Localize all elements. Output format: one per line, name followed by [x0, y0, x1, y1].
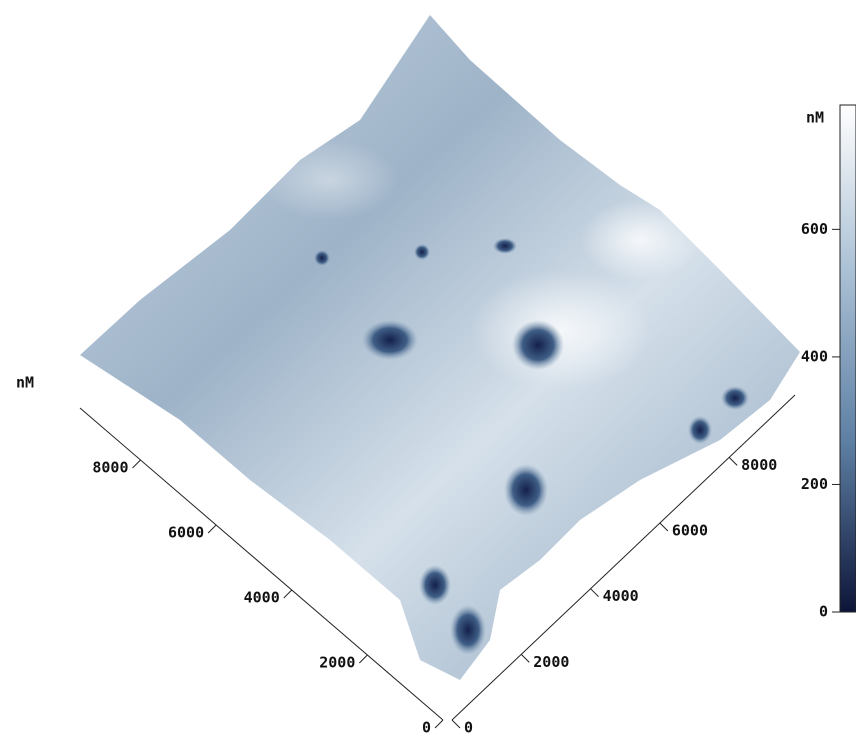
- x-tick: [207, 524, 217, 534]
- y-tick-label: 4000: [603, 587, 639, 605]
- colorbar-tick-label: 200: [801, 475, 828, 493]
- colorbar: 0 200 400 600: [801, 104, 856, 621]
- y-tick-label: 6000: [672, 522, 708, 540]
- y-tick-label: 8000: [741, 456, 777, 474]
- y-tick: [451, 719, 461, 729]
- y-tick: [520, 653, 530, 663]
- axis-label: nM: [16, 374, 34, 392]
- x-tick-label: 0: [422, 719, 431, 737]
- x-tick-label: 6000: [168, 524, 204, 542]
- surface: [80, 15, 800, 680]
- colorbar-scale: [839, 104, 856, 613]
- colorbar-tick-label: 0: [819, 603, 828, 621]
- colorbar-tick-label: 600: [801, 220, 828, 238]
- y-tick: [659, 522, 669, 532]
- x-tick: [434, 719, 444, 729]
- x-tick: [359, 654, 368, 664]
- y-axis: [451, 394, 796, 721]
- x-tick-label: 4000: [244, 589, 280, 607]
- y-tick-label: 0: [464, 719, 473, 737]
- x-tick-label: 2000: [319, 654, 355, 672]
- x-tick-label: 8000: [92, 459, 128, 477]
- y-tick: [728, 457, 738, 466]
- x-tick: [132, 459, 141, 469]
- y-tick: [590, 588, 599, 598]
- colorbar-tick-label: 400: [801, 347, 828, 365]
- x-tick: [283, 589, 293, 599]
- colorbar-label: nM: [806, 109, 824, 127]
- y-tick-label: 2000: [533, 653, 569, 671]
